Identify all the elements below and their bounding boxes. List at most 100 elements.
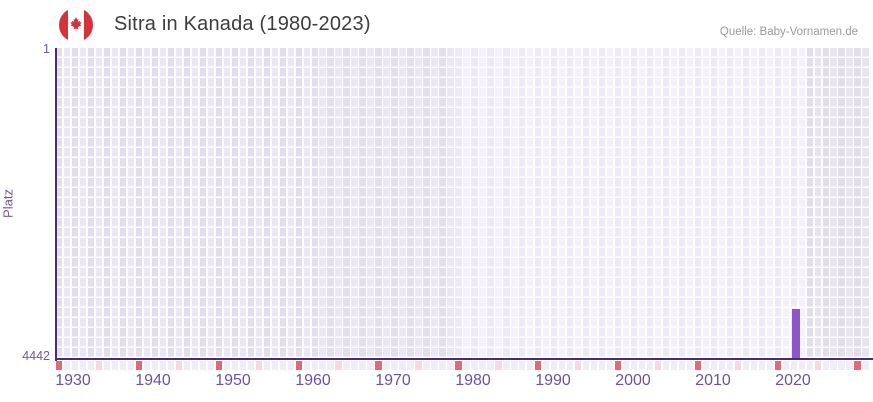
x-tick-cell [135, 361, 143, 370]
x-tick-cell [79, 361, 87, 370]
x-tick-cell [143, 361, 151, 370]
x-tick-cell [159, 361, 167, 370]
x-tick-cell [622, 361, 630, 370]
year-column [335, 48, 342, 359]
year-column [103, 48, 111, 359]
year-column [598, 48, 606, 359]
x-tick-cell [455, 361, 462, 370]
year-column [471, 48, 478, 359]
year-column [271, 48, 278, 359]
canada-flag-icon [59, 8, 93, 42]
year-column [487, 48, 494, 359]
year-column [710, 48, 718, 359]
y-tick-label-bottom: 4442 [22, 349, 50, 363]
year-column [766, 48, 773, 359]
year-column [782, 48, 789, 359]
year-column [678, 48, 686, 359]
year-column [63, 48, 71, 359]
x-tick-cell [726, 361, 734, 370]
year-column [183, 48, 191, 359]
x-tick-cell [303, 361, 310, 370]
year-column [263, 48, 270, 359]
year-column [854, 48, 861, 359]
x-tick-cell [559, 361, 566, 370]
x-tick-cell [614, 361, 622, 370]
year-column [447, 48, 454, 359]
year-column [750, 48, 758, 359]
x-tick-cell [734, 361, 742, 370]
year-column [343, 48, 350, 359]
x-tick-cell [750, 361, 758, 370]
x-tick-cell [710, 361, 718, 370]
year-column [774, 48, 781, 359]
year-column [630, 48, 638, 359]
x-tick-label: 1980 [455, 372, 491, 389]
x-tick-cell [279, 361, 286, 370]
year-column [151, 48, 159, 359]
year-column [654, 48, 662, 359]
x-tick-cell [678, 361, 686, 370]
x-tick-cell [758, 361, 766, 370]
year-column [734, 48, 742, 359]
x-tick-cell [511, 361, 518, 370]
x-tick-cell [335, 361, 342, 370]
year-column [87, 48, 95, 359]
year-column [415, 48, 422, 359]
year-column [375, 48, 382, 359]
year-column [670, 48, 678, 359]
x-tick-cell [247, 361, 255, 370]
x-tick-cell [567, 361, 574, 370]
x-tick-cell [543, 361, 550, 370]
x-tick-cell [103, 361, 111, 370]
x-tick-cell [319, 361, 326, 370]
year-column [758, 48, 766, 359]
year-column [622, 48, 630, 359]
year-column [862, 48, 869, 359]
source-credit: Quelle: Baby-Vornamen.de [719, 26, 858, 38]
year-column [295, 48, 302, 359]
year-column [790, 48, 797, 359]
year-column [559, 48, 566, 359]
year-column [71, 48, 79, 359]
x-tick-cell [207, 361, 215, 370]
x-tick-cell [535, 361, 542, 370]
rank-bar[interactable] [792, 308, 800, 359]
year-column [479, 48, 486, 359]
x-tick-cell [527, 361, 534, 370]
x-tick-cell [63, 361, 71, 370]
x-tick-cell [790, 361, 797, 370]
x-tick-cell [119, 361, 127, 370]
x-tick-label: 1990 [535, 372, 571, 389]
x-tick-cell [654, 361, 662, 370]
year-column [95, 48, 103, 359]
year-column [159, 48, 167, 359]
x-tick-cell [95, 361, 103, 370]
year-column [279, 48, 286, 359]
x-tick-cell [519, 361, 526, 370]
year-column [247, 48, 255, 359]
year-column [543, 48, 550, 359]
x-tick-cell [551, 361, 558, 370]
x-tick-cell [471, 361, 478, 370]
x-tick-cell [431, 361, 438, 370]
year-column [574, 48, 582, 359]
year-column [662, 48, 670, 359]
x-tick-cell [255, 361, 262, 370]
x-tick-cell [782, 361, 789, 370]
year-column [806, 48, 813, 359]
x-tick-cell [351, 361, 358, 370]
x-tick-label: 1960 [295, 372, 331, 389]
x-tick-cell [862, 361, 869, 370]
year-column [127, 48, 135, 359]
x-tick-cell [670, 361, 678, 370]
x-tick-cell [447, 361, 454, 370]
y-tick-label-top: 1 [43, 42, 50, 56]
year-column [239, 48, 247, 359]
x-tick-cell [71, 361, 79, 370]
x-tick-cell [175, 361, 183, 370]
x-tick-cell [798, 361, 805, 370]
year-column [567, 48, 574, 359]
x-tick-cell [167, 361, 175, 370]
year-column [726, 48, 734, 359]
year-column [167, 48, 175, 359]
